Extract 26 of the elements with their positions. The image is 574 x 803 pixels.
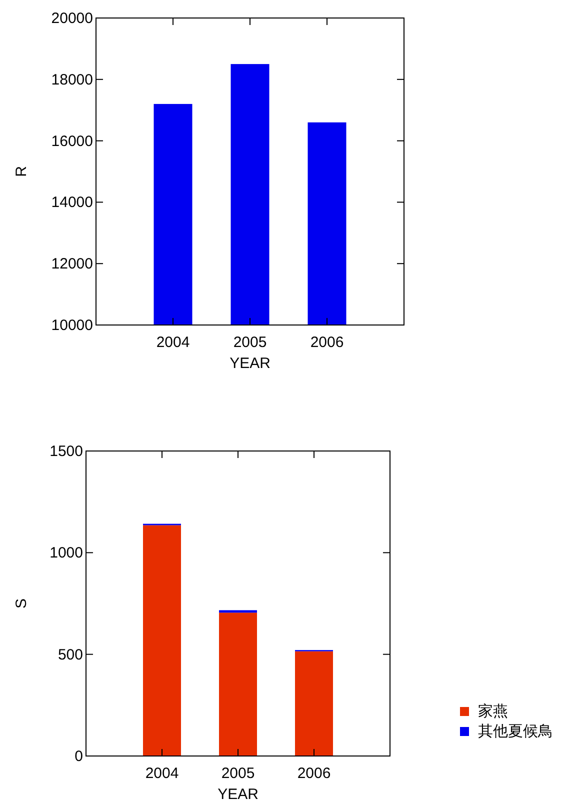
y-tick-label: 1500 (50, 443, 83, 460)
x-tick-label: 2006 (297, 765, 331, 782)
y-tick-label: 500 (58, 646, 83, 664)
y-tick-label: 18000 (51, 71, 93, 88)
bar (219, 612, 257, 756)
x-tick-label: 2004 (145, 765, 179, 782)
x-tick-label: 2004 (156, 334, 190, 351)
bar (295, 651, 333, 756)
x-axis-title: YEAR (218, 786, 259, 803)
bar (143, 525, 181, 756)
x-tick-label: 2006 (310, 334, 344, 351)
x-tick-label: 2005 (221, 765, 255, 782)
y-tick-label: 10000 (51, 317, 93, 334)
y-tick-label: 20000 (51, 10, 93, 27)
x-axis-title: YEAR (230, 355, 271, 372)
legend-label: 家燕 (478, 703, 508, 720)
y-tick-label: 16000 (51, 132, 93, 150)
y-tick-label: 14000 (51, 194, 93, 212)
legend-label: 其他夏候鳥 (478, 723, 553, 740)
y-axis-title: R (13, 166, 30, 177)
bar (219, 610, 257, 613)
y-tick-label: 1000 (50, 544, 83, 562)
y-axis-title: S (13, 598, 30, 609)
y-tick-label: 0 (74, 748, 83, 765)
y-tick-label: 12000 (51, 256, 93, 273)
x-tick-label: 2005 (233, 334, 267, 351)
